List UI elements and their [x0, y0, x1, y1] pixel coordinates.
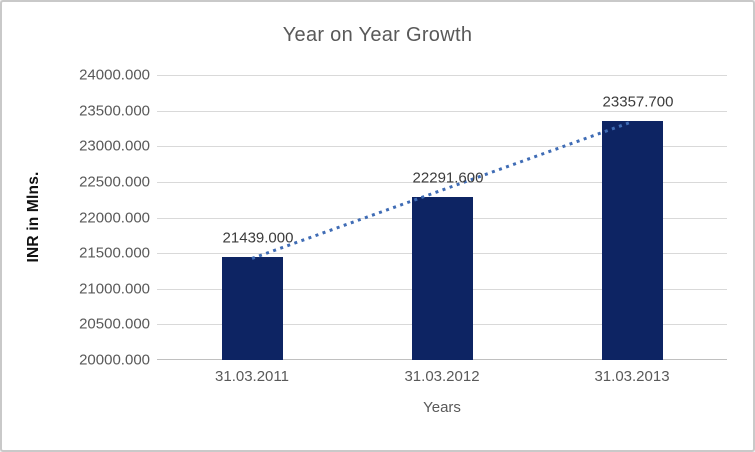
bar-31.03.2013[interactable]	[601, 120, 663, 360]
y-tick-label: 20000.000	[79, 351, 150, 369]
gridline	[157, 146, 727, 148]
y-tick-label: 23000.000	[79, 137, 150, 155]
trendline	[251, 120, 633, 260]
data-label: 23357.700	[602, 93, 674, 111]
plot-area: 21439.000 22291.600 23357.700	[157, 75, 727, 360]
bar-31.03.2011[interactable]	[221, 257, 283, 360]
y-axis-tick-labels: 20000.000 20500.000 21000.000 21500.000 2200…	[42, 67, 150, 369]
y-tick-label: 20500.000	[79, 315, 150, 333]
data-label: 21439.000	[222, 229, 294, 247]
y-tick-label: 24000.000	[79, 66, 150, 84]
x-axis-tick-labels: 31.03.2011 31.03.2012 31.03.2013	[157, 368, 727, 388]
data-label: 22291.600	[412, 169, 484, 187]
x-tick-label: 31.03.2011	[215, 368, 289, 385]
x-tick-label: 31.03.2012	[404, 368, 480, 385]
gridline	[157, 181, 727, 183]
y-axis-title-text: INR in Mlns.	[25, 171, 42, 263]
y-tick-label: 21500.000	[79, 244, 150, 262]
x-axis-title: Years	[423, 399, 461, 416]
y-tick-label: 22000.000	[79, 209, 150, 226]
bar-31.03.2012[interactable]	[411, 196, 473, 360]
y-tick-label: 22500.000	[79, 173, 150, 191]
gridline	[157, 110, 727, 112]
y-tick-label: 21000.000	[79, 280, 150, 298]
gridline	[157, 75, 727, 76]
y-tick-label: 23500.000	[79, 102, 150, 120]
x-tick-label: 31.03.2013	[594, 368, 670, 385]
chart-title: Year on Year Growth	[282, 24, 473, 46]
